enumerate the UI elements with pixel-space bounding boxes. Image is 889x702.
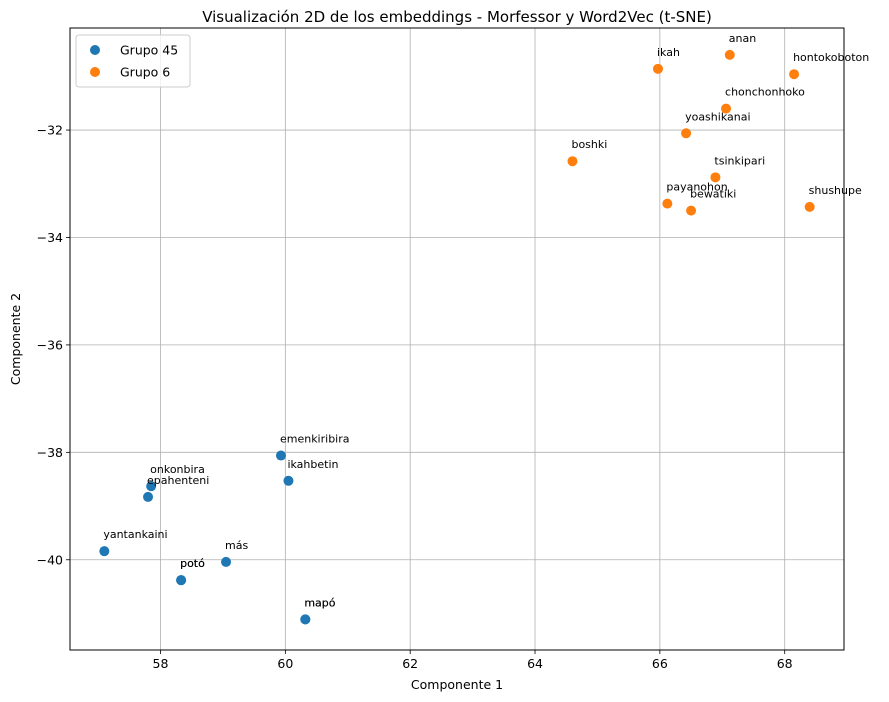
data-point (789, 69, 800, 80)
y-tick-label: −34 (37, 230, 63, 245)
data-point (652, 63, 663, 74)
data-point (567, 156, 578, 167)
data-point (143, 491, 154, 502)
point-label: más (225, 539, 248, 552)
x-tick-label: 62 (402, 656, 418, 671)
y-tick-label: −36 (37, 337, 63, 352)
point-label: onkonbira (150, 463, 205, 476)
point-label: chonchonhoko (725, 86, 805, 99)
point-label: potó (180, 557, 205, 570)
point-label: boshki (571, 138, 607, 151)
data-point (275, 450, 286, 461)
data-point (721, 103, 732, 114)
chart-title: Visualización 2D de los embeddings - Mor… (202, 8, 712, 26)
data-point (804, 201, 815, 212)
point-label: tsinkipari (714, 154, 765, 167)
data-point (662, 198, 673, 209)
x-tick-label: 58 (153, 656, 169, 671)
point-label: mapó (304, 596, 335, 609)
point-label: potó (180, 557, 205, 570)
axis-ticks: 58 60 62 64 66 68 −40 −38 −36 −34 −32 (37, 123, 793, 671)
x-tick-label: 64 (527, 656, 543, 671)
data-point (300, 614, 311, 625)
legend: Grupo 45 Grupo 6 (75, 34, 191, 88)
x-tick-label: 60 (277, 656, 293, 671)
legend-marker-grupo-6 (90, 67, 100, 77)
data-points (99, 49, 815, 625)
x-tick-label: 68 (777, 656, 793, 671)
point-label: ikah (657, 46, 680, 59)
x-axis-label: Componente 1 (411, 677, 503, 692)
point-labels: emenkiribira ikahbetin onkonbiraepahenteni… (103, 32, 869, 610)
data-point (176, 575, 187, 586)
data-point (146, 481, 157, 492)
point-label: yoashikanai (685, 110, 750, 123)
legend-marker-grupo-45 (90, 45, 100, 55)
data-point (221, 556, 232, 567)
point-label: hontokoboton (793, 51, 869, 64)
data-point (283, 475, 294, 486)
point-label: bewatiki (690, 188, 736, 201)
point-label: yantankaini (103, 528, 167, 541)
grid-lines (70, 28, 844, 650)
plot-background (70, 28, 844, 650)
x-tick-label: 66 (652, 656, 668, 671)
data-point (724, 49, 735, 60)
legend-box (75, 34, 191, 88)
plot-frame (69, 27, 845, 651)
data-point (681, 128, 692, 139)
point-label: anan (729, 32, 756, 45)
y-axis-label: Componente 2 (8, 293, 23, 385)
point-label: emenkiribira (280, 433, 350, 446)
y-tick-label: −32 (37, 123, 63, 138)
y-tick-label: −38 (37, 445, 63, 460)
point-label: payanohon (666, 181, 727, 194)
point-label: epahenteni (147, 474, 209, 487)
data-point (710, 172, 721, 183)
y-tick-label: −40 (37, 552, 63, 567)
point-label: shushupe (809, 184, 862, 197)
legend-label-grupo-6: Grupo 6 (120, 65, 170, 80)
legend-label-grupo-45: Grupo 45 (120, 43, 178, 58)
point-label: ikahbetin (287, 458, 338, 471)
data-point (99, 546, 110, 557)
point-label: mapó (304, 596, 335, 609)
data-point (686, 205, 697, 216)
